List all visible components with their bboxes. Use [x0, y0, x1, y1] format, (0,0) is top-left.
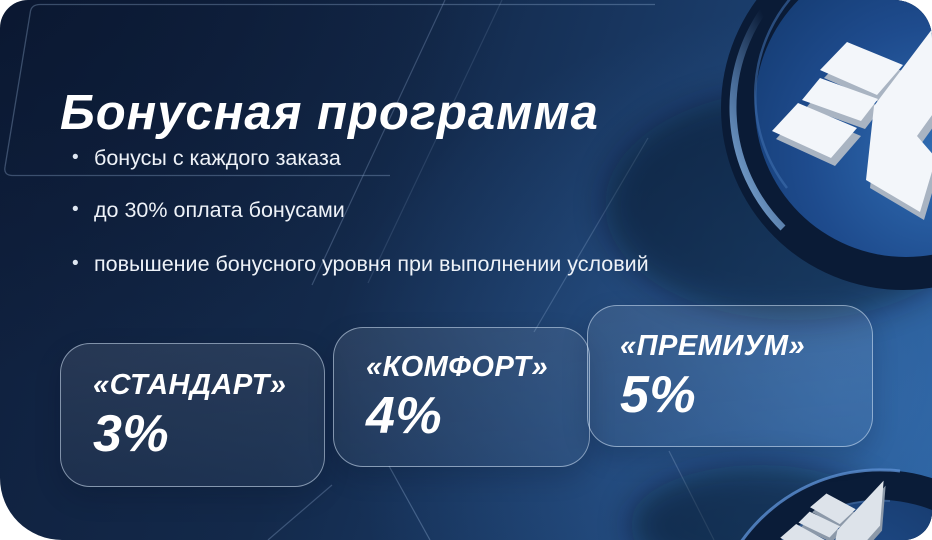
benefit-text: до 30% оплата бонусами — [94, 198, 345, 222]
tier-rate: 3% — [93, 405, 170, 463]
benefit-item: • повышение бонусного уровня при выполне… — [72, 251, 649, 277]
bullet-dot: • — [72, 253, 79, 274]
benefit-item: • бонусы с каждого заказа — [72, 145, 649, 171]
page-title: Бонусная программа — [60, 85, 599, 140]
benefit-text: повышение бонусного уровня при выполнени… — [94, 252, 649, 276]
benefit-item: • до 30% оплата бонусами — [72, 197, 649, 223]
bullet-dot: • — [72, 147, 79, 168]
tier-name: «СТАНДАРТ» — [93, 369, 287, 401]
bullet-dot: • — [72, 199, 79, 220]
benefit-text: бонусы с каждого заказа — [94, 146, 341, 170]
tier-rate: 5% — [620, 366, 697, 424]
benefit-list: • бонусы с каждого заказа • до 30% оплат… — [72, 145, 649, 303]
tier-name: «ПРЕМИУМ» — [620, 330, 806, 362]
tier-card-standart: «СТАНДАРТ» 3% — [60, 343, 325, 487]
tier-card-komfort: «КОМФОРТ» 4% — [333, 327, 590, 467]
tier-rate: 4% — [366, 387, 443, 445]
tier-card-premium: «ПРЕМИУМ» 5% — [587, 305, 873, 447]
tier-name: «КОМФОРТ» — [366, 351, 549, 383]
